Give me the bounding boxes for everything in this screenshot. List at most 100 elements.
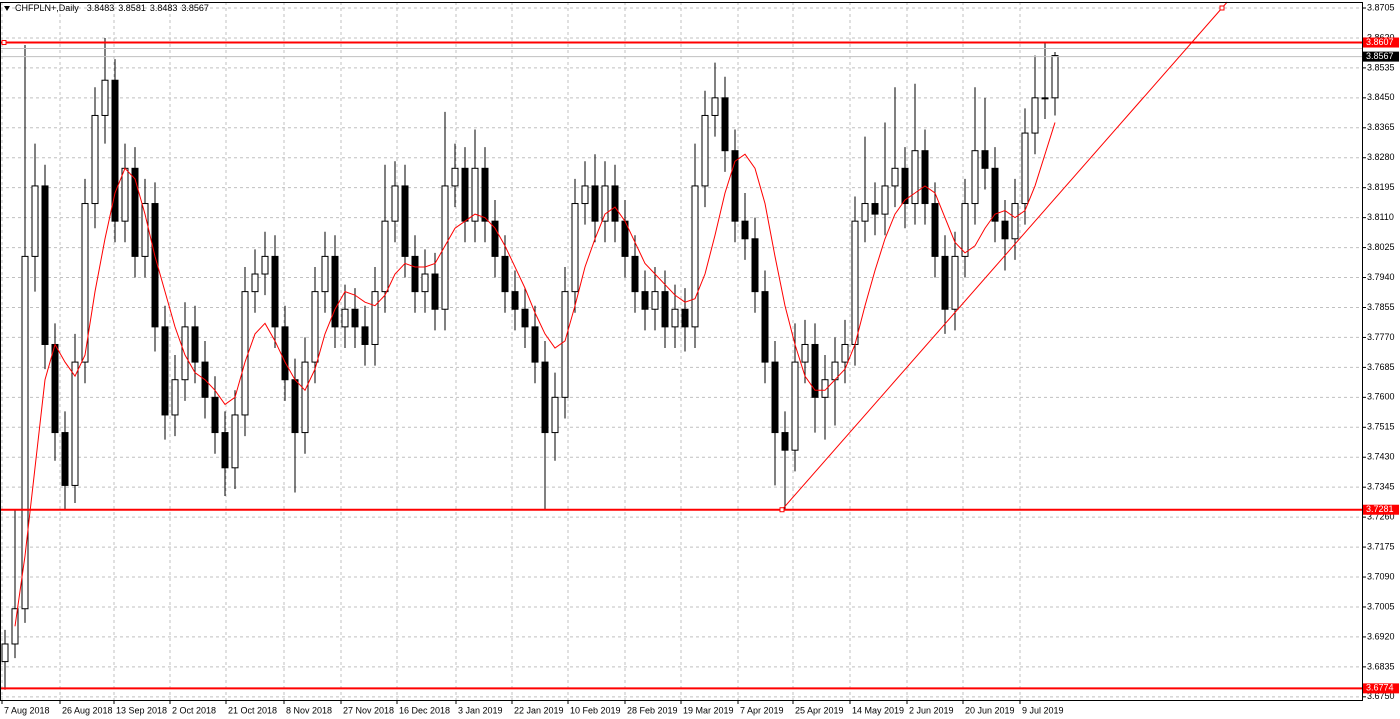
price-level-tag bbox=[1363, 683, 1399, 694]
candle-body bbox=[261, 255, 269, 275]
trendline-anchor bbox=[779, 507, 785, 513]
x-tick-label: 8 Nov 2018 bbox=[286, 705, 332, 715]
x-tick-label: 13 Sep 2018 bbox=[116, 705, 167, 715]
chart-header: CHFPLN+,Daily 3.8483 3.8581 3.8483 3.8567 bbox=[15, 3, 209, 13]
price-level-label: 3.8567 bbox=[1366, 51, 1394, 61]
candle-body bbox=[21, 255, 29, 610]
candle-body bbox=[901, 167, 909, 205]
candle-body bbox=[281, 326, 289, 381]
candle-body bbox=[701, 114, 709, 187]
candle-body bbox=[531, 326, 539, 363]
candle-body bbox=[381, 220, 389, 293]
candle-body bbox=[1001, 220, 1009, 240]
candle-body bbox=[811, 343, 819, 398]
price-level-tag bbox=[1363, 51, 1399, 62]
x-tick-label: 21 Oct 2018 bbox=[228, 705, 277, 715]
x-tick-label: 25 Apr 2019 bbox=[795, 705, 844, 715]
candle-body bbox=[601, 185, 609, 222]
candle-body bbox=[511, 291, 519, 310]
candle-body bbox=[191, 326, 199, 363]
header-value: 3.8483 bbox=[150, 3, 178, 13]
y-tick-label: 3.7600 bbox=[1367, 392, 1395, 402]
candle-body bbox=[651, 291, 659, 310]
candle-body bbox=[791, 361, 799, 451]
y-tick-label: 3.8280 bbox=[1367, 152, 1395, 162]
candle-body bbox=[471, 167, 479, 222]
candle-body bbox=[441, 185, 449, 310]
candle-body bbox=[611, 185, 619, 222]
candle-body bbox=[731, 150, 739, 222]
candle-body bbox=[561, 291, 569, 398]
menu-arrow[interactable] bbox=[4, 6, 10, 11]
candle-body bbox=[1011, 203, 1019, 240]
candle-body bbox=[141, 203, 149, 257]
price-level-tag bbox=[1363, 504, 1399, 515]
y-tick-label: 3.8620 bbox=[1367, 32, 1395, 42]
symbol: CHFPLN+,Daily bbox=[15, 3, 79, 13]
plot-frame bbox=[0, 2, 1363, 701]
candle-body bbox=[721, 97, 729, 152]
y-tick-label: 3.8365 bbox=[1367, 122, 1395, 132]
candle-body bbox=[1041, 97, 1049, 100]
candle-body bbox=[91, 114, 99, 205]
candle-body bbox=[271, 255, 279, 328]
candle-body bbox=[911, 150, 919, 205]
candle-body bbox=[641, 291, 649, 310]
candle-body bbox=[371, 291, 379, 345]
candle-body bbox=[771, 361, 779, 434]
header-value: 3.8567 bbox=[181, 3, 209, 13]
x-tick-label: 27 Nov 2018 bbox=[343, 705, 394, 715]
candle-body bbox=[881, 185, 889, 215]
candle-body bbox=[571, 203, 579, 293]
candle-body bbox=[501, 255, 509, 293]
candle-body bbox=[61, 432, 69, 486]
y-tick-label: 3.6750 bbox=[1367, 691, 1395, 701]
candle-body bbox=[1031, 97, 1039, 134]
y-tick-label: 3.8705 bbox=[1367, 2, 1395, 12]
candle-body bbox=[1, 643, 9, 663]
candle-body bbox=[711, 97, 719, 116]
candle-body bbox=[231, 414, 239, 469]
candle-body bbox=[631, 255, 639, 293]
candle-body bbox=[311, 291, 319, 363]
x-tick-label: 3 Jan 2019 bbox=[458, 705, 503, 715]
candle-body bbox=[871, 203, 879, 215]
candle-body bbox=[931, 203, 939, 257]
candle-body bbox=[331, 255, 339, 328]
x-tick-label: 2 Oct 2018 bbox=[172, 705, 216, 715]
candle-body bbox=[111, 79, 119, 222]
candle-body bbox=[801, 343, 809, 363]
candle-body bbox=[691, 185, 699, 328]
y-tick-label: 3.7685 bbox=[1367, 362, 1395, 372]
candle-body bbox=[661, 291, 669, 328]
moving-average bbox=[14, 122, 1056, 627]
candle-body bbox=[81, 203, 89, 363]
candle-body bbox=[581, 185, 589, 205]
x-tick-label: 7 Aug 2018 bbox=[4, 705, 50, 715]
candle-body bbox=[391, 185, 399, 222]
y-tick-label: 3.8195 bbox=[1367, 182, 1395, 192]
candle-body bbox=[341, 308, 349, 328]
candle-body bbox=[961, 203, 969, 257]
candle-body bbox=[491, 220, 499, 257]
candle-body bbox=[841, 343, 849, 363]
y-tick-label: 3.7090 bbox=[1367, 571, 1395, 581]
candle-body bbox=[991, 167, 999, 222]
y-tick-label: 3.8110 bbox=[1367, 212, 1394, 222]
candle-body bbox=[291, 379, 299, 434]
candle-body bbox=[671, 308, 679, 328]
candle-body bbox=[171, 379, 179, 416]
y-tick-label: 3.7515 bbox=[1367, 422, 1395, 432]
candle-body bbox=[681, 308, 689, 328]
candle-body bbox=[421, 273, 429, 293]
x-tick-label: 9 Jul 2019 bbox=[1022, 705, 1064, 715]
price-level-label: 3.8607 bbox=[1366, 37, 1394, 47]
candle-body bbox=[181, 326, 189, 381]
y-tick-label: 3.7940 bbox=[1367, 272, 1395, 282]
x-tick-label: 20 Jun 2019 bbox=[965, 705, 1015, 715]
y-tick-label: 3.7770 bbox=[1367, 332, 1395, 342]
